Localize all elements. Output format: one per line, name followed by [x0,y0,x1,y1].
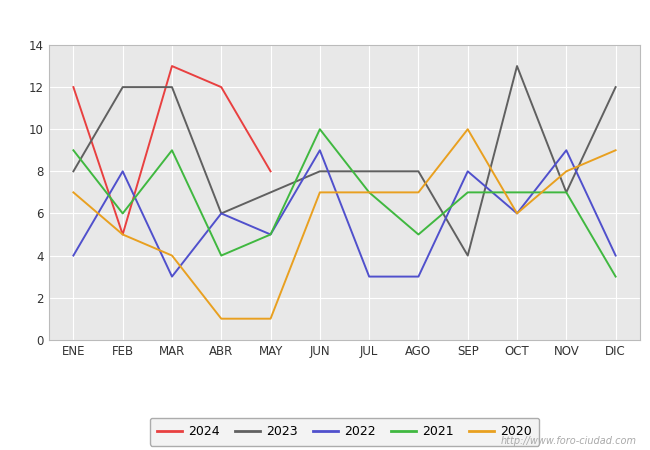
Legend: 2024, 2023, 2022, 2021, 2020: 2024, 2023, 2022, 2021, 2020 [150,418,540,446]
Text: http://www.foro-ciudad.com: http://www.foro-ciudad.com [501,436,637,446]
Text: Matriculaciones de Vehiculos en Cànoves i Samalús: Matriculaciones de Vehiculos en Cànoves … [111,9,540,27]
